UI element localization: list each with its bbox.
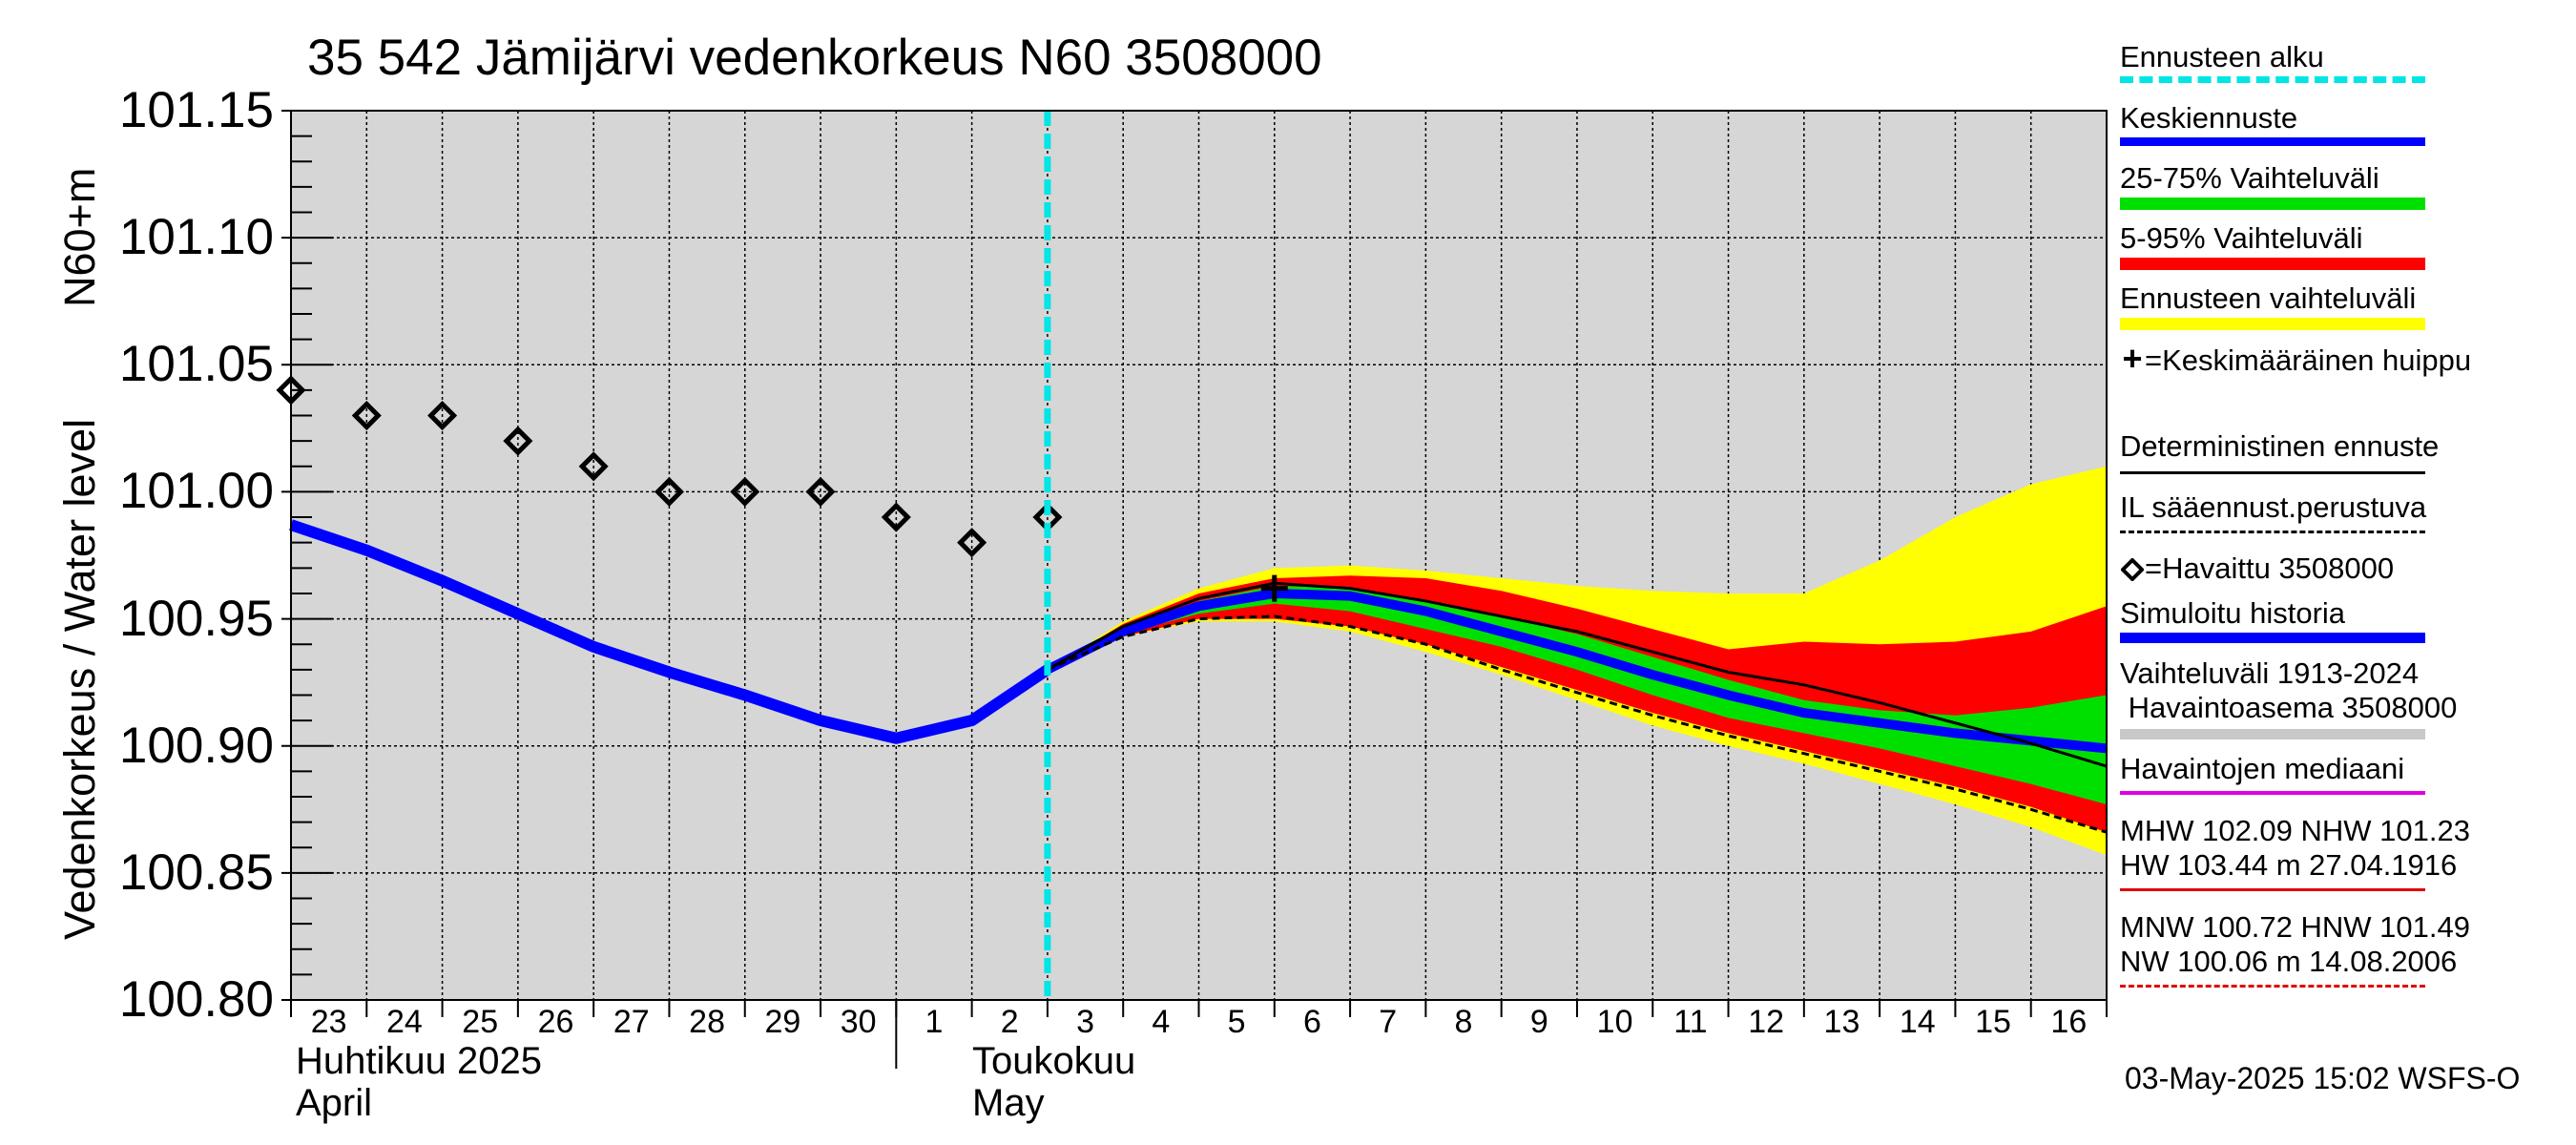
legend-high-label-2: HW 103.44 m 27.04.1916 <box>2120 848 2458 882</box>
diamond-icon <box>2120 552 2145 586</box>
x-tick-label: 27 <box>613 1004 650 1040</box>
x-tick-label: 8 <box>1454 1004 1473 1040</box>
vertical-gridlines <box>365 111 2032 1000</box>
legend-range-5-95-label: 5-95% Vaihteluväli <box>2120 221 2363 255</box>
legend-obs-median-label: Havaintojen mediaani <box>2120 752 2405 785</box>
legend-mean-forecast-swatch <box>2120 137 2425 146</box>
x-tick-label: 13 <box>1823 1004 1860 1040</box>
x-tick-label: 2 <box>1000 1004 1019 1040</box>
month-label-may-en: May <box>972 1082 1045 1124</box>
observed-point <box>427 401 458 431</box>
il-forecast-line <box>1047 614 2108 834</box>
x-tick-label: 7 <box>1379 1004 1398 1040</box>
x-tick-label: 24 <box>386 1004 423 1040</box>
x-tick-label: 6 <box>1302 1004 1321 1040</box>
legend-obs-median-swatch <box>2120 791 2425 795</box>
x-tick-label: 12 <box>1748 1004 1785 1040</box>
legend-hist-range-label-2: Havaintoasema 3508000 <box>2120 691 2458 724</box>
observed-point <box>503 426 533 456</box>
legend-observed-text: =Havaittu 3508000 <box>2145 552 2395 585</box>
x-tick-label: 1 <box>924 1004 944 1040</box>
legend-forecast-start-swatch <box>2120 76 2425 83</box>
legend-mean-forecast-label: Keskiennuste <box>2120 101 2298 135</box>
plus-icon: + <box>2122 339 2143 378</box>
y-tick-label: 101.15 <box>118 82 274 138</box>
observed-point <box>730 476 760 507</box>
y-tick-label: 101.10 <box>118 209 274 266</box>
legend-low-label-2: NW 100.06 m 14.08.2006 <box>2120 945 2458 978</box>
observed-point <box>351 401 382 431</box>
legend-forecast-range-label: Ennusteen vaihteluväli <box>2120 281 2417 315</box>
legend-forecast-start-label: Ennusteen alku <box>2120 40 2324 73</box>
x-tick-label: 25 <box>462 1004 499 1040</box>
observed-point <box>578 451 609 482</box>
mean-forecast-line <box>1045 588 2108 754</box>
x-tick-label: 26 <box>537 1004 574 1040</box>
series-lines <box>289 519 2108 834</box>
x-tick-label: 10 <box>1596 1004 1633 1040</box>
x-tick-label: 3 <box>1076 1004 1095 1040</box>
y-tick-label: 100.95 <box>118 590 274 647</box>
deterministic-forecast-line <box>1047 581 2108 768</box>
observed-point <box>654 476 684 507</box>
legend-mean-peak-text: =Keskimääräinen huippu <box>2145 344 2472 377</box>
x-tick-label: 30 <box>840 1004 877 1040</box>
legend-observed-label: =Havaittu 3508000 <box>2120 552 2568 586</box>
legend-il-forecast-label: IL sääennust.perustuva <box>2120 490 2427 524</box>
legend-simulated-label: Simuloitu historia <box>2120 596 2346 630</box>
x-tick-marks <box>290 1000 2108 1069</box>
range-5-95-band <box>1047 575 2107 833</box>
y-tick-label: 101.05 <box>118 336 274 393</box>
x-tick-label: 16 <box>2050 1004 2088 1040</box>
legend-il-forecast-swatch <box>2120 531 2425 533</box>
x-tick-label: 11 <box>1673 1004 1708 1040</box>
x-tick-label: 14 <box>1899 1004 1936 1040</box>
legend-high-label-1: MHW 102.09 NHW 101.23 <box>2120 814 2470 847</box>
legend-mean-peak-label: +=Keskimääräinen huippu <box>2120 342 2568 378</box>
x-tick-label: 15 <box>1975 1004 2011 1040</box>
month-label-april-fi: Huhtikuu 2025 <box>296 1040 542 1082</box>
y-tick-label: 100.80 <box>118 971 274 1028</box>
legend-deterministic-label: Deterministinen ennuste <box>2120 429 2440 463</box>
observed-point <box>881 502 911 532</box>
legend-low-swatch <box>2120 985 2425 988</box>
y-tick-marks <box>281 110 333 1001</box>
y-tick-label: 100.85 <box>118 843 274 901</box>
observed-point <box>957 528 987 558</box>
simulated-history-line <box>289 519 1051 744</box>
forecast-bands <box>1047 466 2107 856</box>
x-tick-label: 4 <box>1152 1004 1171 1040</box>
x-tick-label: 28 <box>689 1004 725 1040</box>
legend-hist-range-label-1: Vaihteluväli 1913-2024 <box>2120 656 2420 690</box>
x-tick-label: 29 <box>764 1004 801 1040</box>
x-tick-label: 5 <box>1227 1004 1246 1040</box>
legend-simulated-swatch <box>2120 633 2425 643</box>
month-label-may-fi: Toukokuu <box>972 1040 1136 1082</box>
observed-point <box>805 476 836 507</box>
legend-low-label-1: MNW 100.72 HNW 101.49 <box>2120 910 2470 944</box>
legend-range-25-75-swatch <box>2120 198 2425 210</box>
x-tick-label: 23 <box>310 1004 347 1040</box>
legend-deterministic-swatch <box>2120 471 2425 474</box>
footer-timestamp: 03-May-2025 15:02 WSFS-O <box>2125 1061 2521 1095</box>
x-tick-label: 9 <box>1529 1004 1548 1040</box>
legend-range-25-75-label: 25-75% Vaihteluväli <box>2120 161 2379 195</box>
legend-high-swatch <box>2120 888 2425 891</box>
month-label-april-en: April <box>296 1082 373 1124</box>
y-tick-label: 101.00 <box>118 463 274 520</box>
legend-hist-range-swatch <box>2120 729 2425 739</box>
legend-range-5-95-swatch <box>2120 258 2425 270</box>
y-tick-label: 100.90 <box>118 717 274 774</box>
legend-forecast-range-swatch <box>2120 318 2425 330</box>
observed-markers <box>276 375 1063 558</box>
chart-title: 35 542 Jämijärvi vedenkorkeus N60 350800… <box>307 30 1322 86</box>
